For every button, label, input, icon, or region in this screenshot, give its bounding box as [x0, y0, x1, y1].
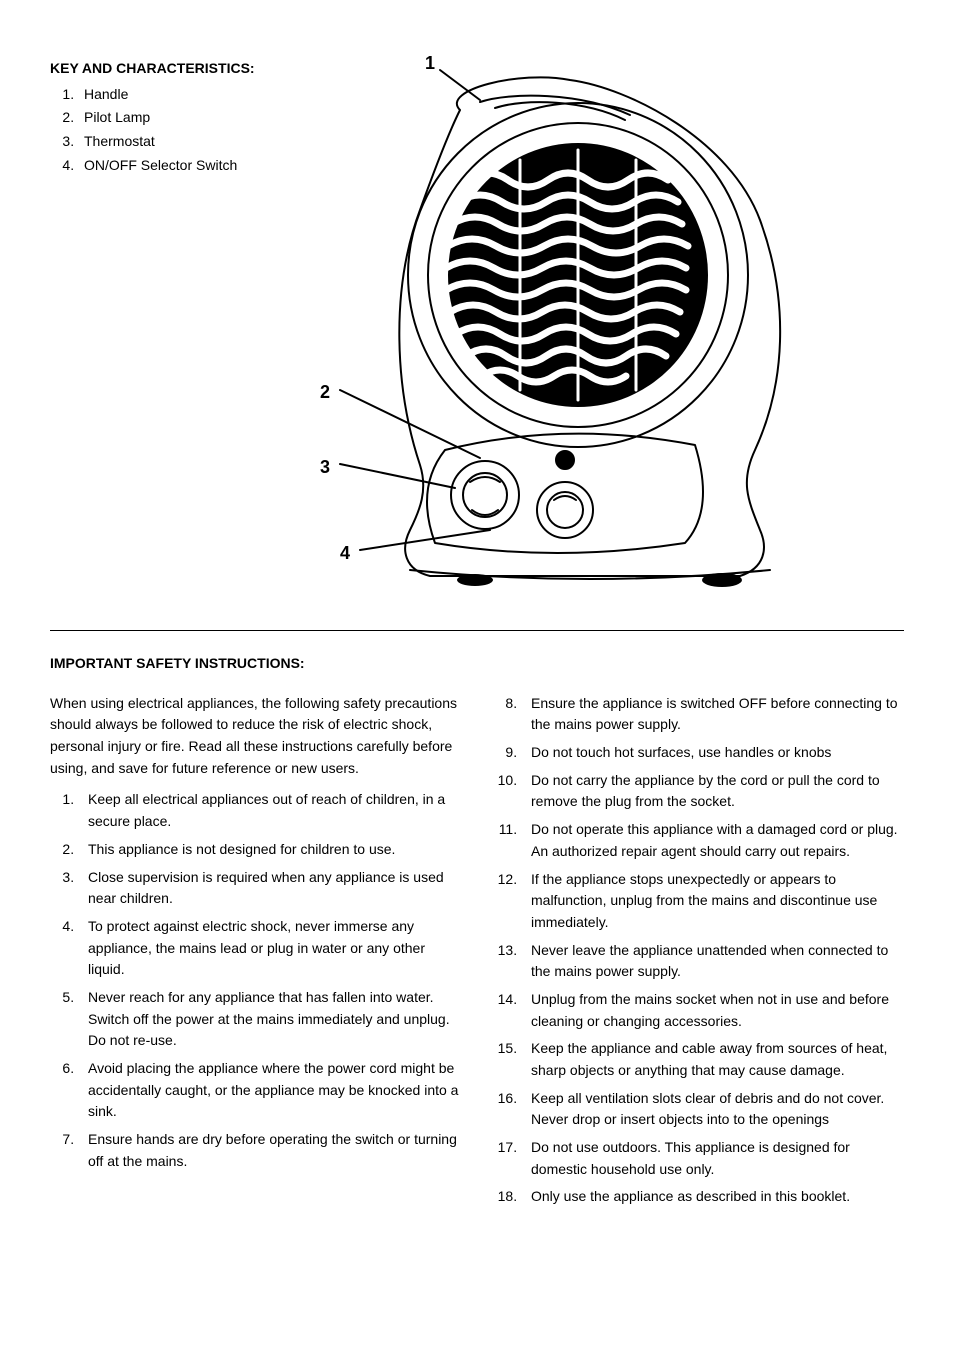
- key-column: KEY AND CHARACTERISTICS: Handle Pilot La…: [50, 50, 310, 610]
- top-section: KEY AND CHARACTERISTICS: Handle Pilot La…: [50, 50, 904, 631]
- safety-section: IMPORTANT SAFETY INSTRUCTIONS: When usin…: [50, 653, 904, 1208]
- safety-item: Do not carry the appliance by the cord o…: [521, 770, 904, 813]
- safety-item: To protect against electric shock, never…: [78, 916, 461, 981]
- safety-intro: When using electrical appliances, the fo…: [50, 693, 461, 780]
- safety-item: Avoid placing the appliance where the po…: [78, 1058, 461, 1123]
- heater-diagram: [310, 50, 890, 610]
- safety-item: If the appliance stops unexpectedly or a…: [521, 869, 904, 934]
- safety-item: Keep all electrical appliances out of re…: [78, 789, 461, 832]
- safety-item: Ensure the appliance is switched OFF bef…: [521, 693, 904, 736]
- callout-2: 2: [320, 379, 330, 407]
- safety-columns: When using electrical appliances, the fo…: [50, 693, 904, 1208]
- key-list: Handle Pilot Lamp Thermostat ON/OFF Sele…: [50, 84, 310, 177]
- safety-heading: IMPORTANT SAFETY INSTRUCTIONS:: [50, 653, 904, 675]
- key-item: Thermostat: [78, 131, 310, 153]
- diagram-column: 1 2 3 4: [310, 50, 904, 610]
- key-heading: KEY AND CHARACTERISTICS:: [50, 58, 310, 80]
- safety-item: Close supervision is required when any a…: [78, 867, 461, 910]
- safety-item: Keep the appliance and cable away from s…: [521, 1038, 904, 1081]
- safety-item: Unplug from the mains socket when not in…: [521, 989, 904, 1032]
- safety-item: This appliance is not designed for child…: [78, 839, 461, 861]
- safety-item: Do not touch hot surfaces, use handles o…: [521, 742, 904, 764]
- safety-item: Keep all ventilation slots clear of debr…: [521, 1088, 904, 1131]
- safety-item: Do not operate this appliance with a dam…: [521, 819, 904, 862]
- safety-item: Do not use outdoors. This appliance is d…: [521, 1137, 904, 1180]
- safety-item: Never leave the appliance unattended whe…: [521, 940, 904, 983]
- callout-1: 1: [425, 50, 435, 78]
- key-item: Handle: [78, 84, 310, 106]
- key-item: Pilot Lamp: [78, 107, 310, 129]
- safety-item: Only use the appliance as described in t…: [521, 1186, 904, 1208]
- safety-item: Never reach for any appliance that has f…: [78, 987, 461, 1052]
- callout-4: 4: [340, 540, 350, 568]
- key-item: ON/OFF Selector Switch: [78, 155, 310, 177]
- safety-item: Ensure hands are dry before operating th…: [78, 1129, 461, 1172]
- callout-3: 3: [320, 454, 330, 482]
